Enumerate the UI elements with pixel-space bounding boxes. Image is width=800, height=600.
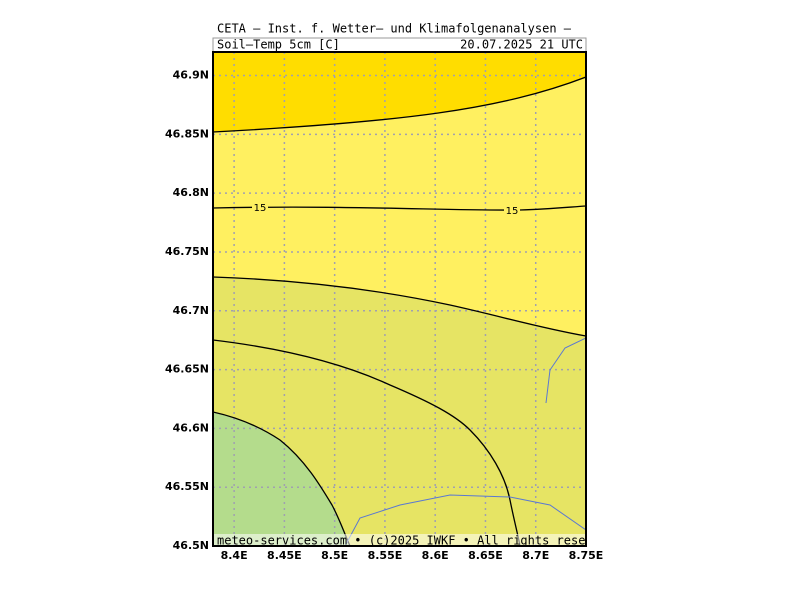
y-tick-label: 46.6N	[173, 421, 209, 434]
x-tick-label: 8.7E	[522, 549, 549, 562]
contour-label: 15	[254, 203, 267, 214]
contour	[213, 411, 351, 546]
x-tick-label: 8.5E	[321, 549, 348, 562]
x-tick-label: 8.4E	[221, 549, 248, 562]
map-area: 15 15 meteo-services.com • (c)2025 IWKF …	[213, 52, 679, 548]
title: CETA — Inst. f. Wetter— und Klimafolgena…	[217, 22, 572, 36]
x-tick-label: 8.55E	[368, 549, 403, 562]
contour	[213, 339, 521, 546]
y-tick-label: 46.7N	[173, 304, 209, 317]
x-tick-label: 8.75E	[569, 549, 604, 562]
footer-bg	[214, 534, 585, 546]
label-bg	[252, 202, 268, 214]
valid-time: 20.07.2025 21 UTC	[460, 38, 583, 52]
x-tick-label: 8.65E	[468, 549, 503, 562]
y-tick-label: 46.55N	[165, 480, 209, 493]
river	[344, 494, 586, 546]
label-bg	[504, 205, 520, 217]
field-name: Soil—Temp_5cm_[C]	[217, 38, 340, 52]
contour	[213, 205, 586, 211]
contour	[213, 76, 586, 133]
x-tick-label: 8.6E	[422, 549, 449, 562]
x-tick-label: 8.45E	[267, 549, 302, 562]
field-green	[213, 412, 350, 546]
map-frame	[212, 51, 587, 547]
y-tick-label: 46.9N	[173, 69, 209, 82]
contour	[213, 276, 586, 337]
river	[545, 337, 586, 404]
y-tick-label: 46.75N	[165, 245, 209, 258]
contour-label: 15	[506, 206, 519, 217]
footer: meteo-services.com • (c)2025 IWKF • All …	[217, 534, 679, 548]
y-tick-label: 46.65N	[165, 363, 209, 376]
y-tick-label: 46.5N	[173, 539, 209, 552]
y-tick-label: 46.85N	[165, 127, 209, 140]
field-gold	[213, 52, 586, 132]
y-tick-label: 46.8N	[173, 186, 209, 199]
contours	[213, 76, 586, 546]
rivers	[344, 337, 586, 546]
